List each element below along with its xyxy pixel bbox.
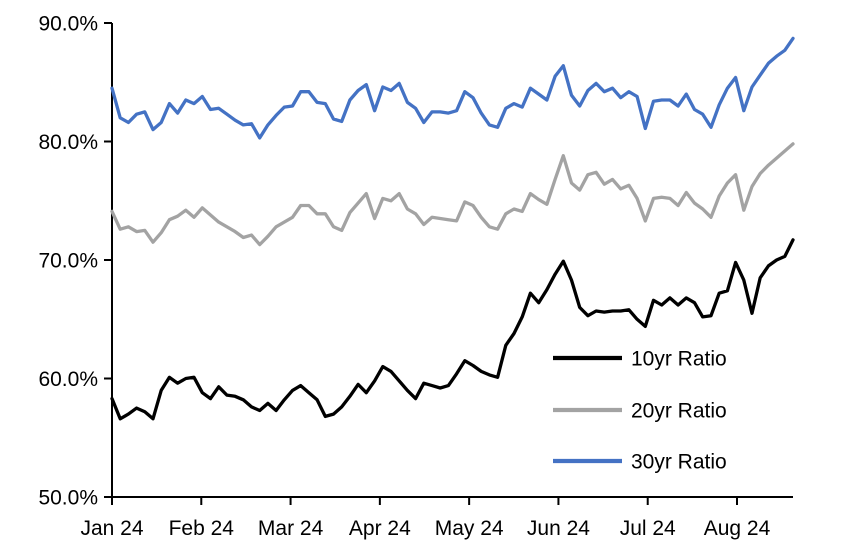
x-tick-label: Aug 24: [704, 517, 771, 540]
series-line-30yr-ratio: [110, 36, 795, 140]
legend-label-20yr-ratio: 20yr Ratio: [631, 400, 727, 423]
y-tick-label: 70.0%: [38, 250, 98, 273]
x-tick-label: Jan 24: [80, 517, 143, 540]
legend-label-10yr-ratio: 10yr Ratio: [631, 348, 727, 371]
y-tick-label: 60.0%: [38, 368, 98, 391]
x-tick-label: Feb 24: [169, 517, 235, 540]
y-tick-label: 80.0%: [38, 131, 98, 154]
x-tick-label: Apr 24: [349, 517, 411, 540]
y-tick-label: 90.0%: [38, 13, 98, 36]
x-tick-label: Jun 24: [527, 517, 590, 540]
series-line-10yr-ratio: [110, 238, 795, 421]
x-tick-label: Mar 24: [258, 517, 324, 540]
y-tick-label: 50.0%: [38, 487, 98, 510]
series-line-20yr-ratio: [110, 142, 795, 247]
legend-label-30yr-ratio: 30yr Ratio: [631, 451, 727, 474]
x-tick-label: Jul 24: [620, 517, 676, 540]
x-tick-label: May 24: [435, 517, 504, 540]
